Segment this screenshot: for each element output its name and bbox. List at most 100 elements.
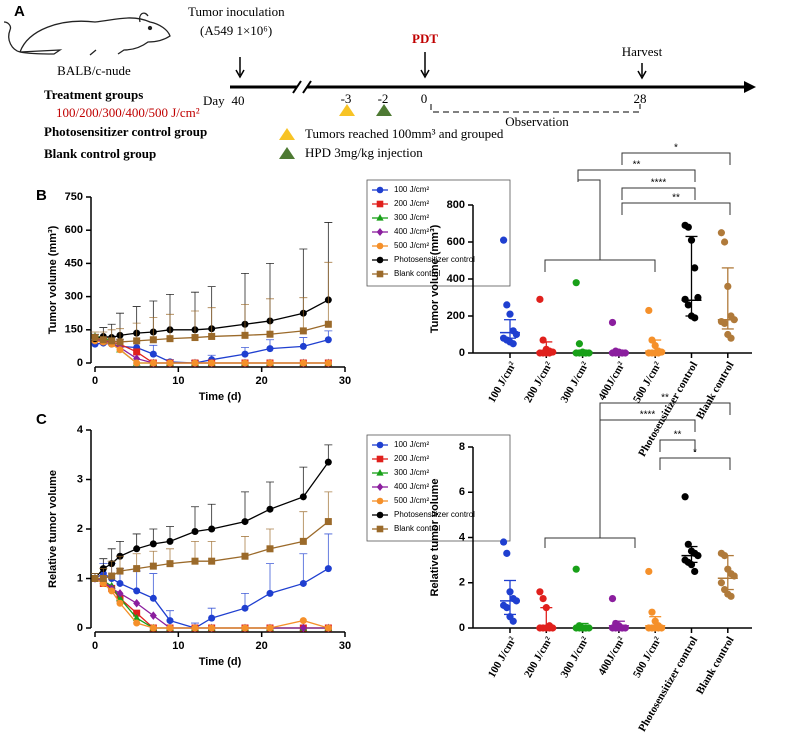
legend-label: 500 J/cm²: [394, 241, 429, 250]
marker: [108, 587, 116, 595]
error-bar: [299, 511, 308, 542]
marker: [299, 623, 307, 633]
marker: [376, 228, 384, 236]
y-tick-label: 3: [77, 473, 83, 485]
error-bar: [266, 563, 274, 594]
data-point: [645, 567, 653, 576]
data-point: [717, 579, 726, 587]
mouse-icon: [3, 12, 171, 56]
error-bar: [149, 573, 158, 599]
data-point: [509, 617, 517, 625]
error-bar: [149, 317, 158, 340]
marker: [166, 617, 174, 625]
error-bar: [299, 297, 308, 331]
x-tick-label: 500 J/cm²: [631, 634, 664, 680]
event-label: (A549 1×10⁶): [200, 23, 272, 38]
day-tick: -2: [378, 91, 389, 106]
y-tick-label: 4: [77, 424, 84, 436]
y-tick-label: 0: [459, 347, 465, 359]
legend-label: 100 J/cm²: [394, 185, 429, 194]
error-bar: [324, 491, 333, 522]
marker: [149, 594, 157, 602]
error-bar: [241, 491, 249, 522]
y-axis-label: Tumor volume (mm³): [47, 225, 59, 334]
marker: [133, 599, 141, 608]
marker: [99, 336, 107, 344]
legend-box: [366, 434, 511, 542]
y-tick-label: 600: [65, 224, 83, 236]
x-tick-label: 10: [172, 375, 184, 387]
timeline-axis: [230, 80, 756, 94]
marker: [91, 334, 99, 342]
significance-label: **: [674, 430, 682, 441]
error-bar: [324, 533, 333, 569]
y-tick-label: 800: [447, 199, 465, 211]
significance-bracket: [621, 152, 731, 165]
significance-bracket: [577, 169, 696, 182]
marker: [376, 483, 384, 491]
marker: [208, 624, 216, 632]
observation-label: Observation: [505, 114, 569, 129]
marker: [324, 320, 332, 328]
marker: [376, 214, 384, 221]
marker: [133, 587, 141, 595]
x-tick-label: 30: [339, 375, 351, 387]
y-tick-label: 4: [459, 531, 466, 543]
marker: [241, 552, 249, 560]
significance-bracket: [621, 202, 731, 215]
y-tick-label: 0: [459, 622, 465, 634]
y-axis-label: Tumor volume (mm³): [429, 224, 441, 333]
marker: [376, 497, 384, 505]
data-point: [503, 549, 511, 557]
marker: [299, 493, 307, 501]
x-tick-label: 100 J/cm²: [486, 634, 519, 680]
marker: [208, 359, 216, 367]
day-tick: -3: [341, 91, 352, 106]
marker: [133, 337, 141, 345]
error-bar: [191, 310, 199, 338]
marker: [376, 242, 384, 250]
marker: [133, 609, 141, 617]
x-tick-label: 400J/cm²: [596, 359, 628, 402]
x-tick-label: Blank control: [694, 635, 737, 697]
data-point: [721, 319, 729, 327]
marker: [166, 560, 174, 568]
data-point: [572, 279, 580, 287]
marker: [191, 527, 199, 535]
error-bar: [299, 553, 308, 584]
significance-label: ****: [651, 178, 667, 189]
error-bar: [166, 313, 174, 339]
marker: [133, 348, 141, 356]
marker: [324, 518, 332, 526]
note: HPD 3mg/kg injection: [305, 145, 423, 160]
marker: [149, 336, 157, 344]
legend-label: Photosensitizer control: [394, 255, 475, 264]
legend-label: 400 J/cm²: [394, 227, 429, 236]
group-connector: [544, 172, 656, 548]
x-tick-label: 300 J/cm²: [558, 634, 591, 680]
x-tick-label: 100 J/cm²: [486, 359, 519, 405]
data-point: [648, 608, 656, 616]
y-tick-label: 300: [65, 291, 83, 303]
marker-green: [376, 104, 392, 116]
marker: [208, 332, 216, 340]
marker: [208, 525, 216, 533]
data-point: [727, 592, 735, 600]
y-tick-label: 2: [459, 577, 465, 589]
marker: [266, 505, 274, 513]
error-bar: [207, 307, 216, 337]
marker: [191, 359, 199, 367]
x-tick-label: 300 J/cm²: [558, 359, 591, 405]
data-point: [536, 295, 544, 303]
marker: [266, 330, 274, 338]
x-axis-label: Time (d): [199, 656, 242, 668]
significance-label: **: [661, 393, 669, 404]
y-tick-label: 6: [459, 486, 465, 498]
data-point: [500, 236, 508, 244]
marker: [266, 589, 274, 597]
marker: [324, 359, 332, 367]
error-bar: [241, 303, 249, 336]
marker: [133, 545, 141, 553]
significance-bracket: [621, 187, 696, 200]
